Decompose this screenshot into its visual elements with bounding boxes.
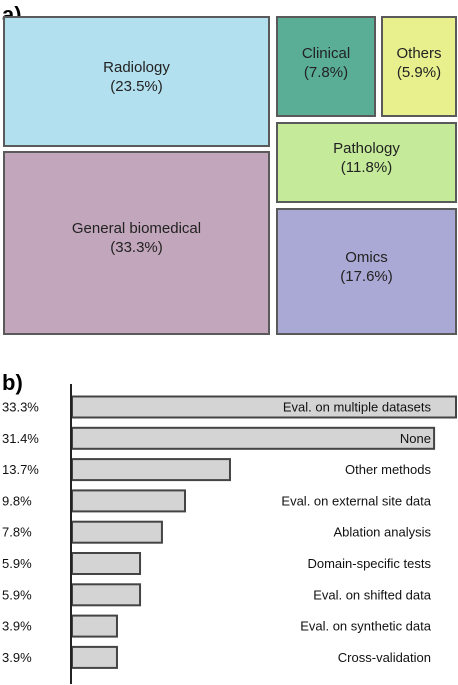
bar-value-label: 5.9% bbox=[2, 556, 32, 571]
treemap: Radiology (23.5%) General biomedical (33.3%… bbox=[3, 16, 457, 335]
bar-category-label: Ablation analysis bbox=[333, 525, 431, 540]
treemap-value-pathology: (11.8%) bbox=[341, 159, 392, 176]
bar-category-label: Cross-validation bbox=[338, 650, 431, 665]
treemap-label-omics: Omics bbox=[345, 249, 388, 266]
treemap-tile-general-biomedical bbox=[3, 151, 270, 335]
bar-value-label: 9.8% bbox=[2, 493, 32, 508]
treemap-label-radiology: Radiology bbox=[103, 59, 170, 76]
treemap-tile-clinical bbox=[276, 16, 376, 117]
bar bbox=[71, 645, 118, 669]
bar bbox=[71, 458, 231, 482]
treemap-value-radiology: (23.5%) bbox=[110, 78, 163, 95]
bar-value-label: 5.9% bbox=[2, 587, 32, 602]
bar bbox=[71, 520, 163, 544]
bar-value-label: 7.8% bbox=[2, 525, 32, 540]
bar-value-label: 33.3% bbox=[2, 400, 39, 415]
treemap-tile-pathology bbox=[276, 122, 457, 203]
bar-category-label: Eval. on shifted data bbox=[313, 587, 432, 602]
bar bbox=[71, 426, 436, 450]
bar-category-label: None bbox=[400, 431, 431, 446]
bar-value-label: 3.9% bbox=[2, 619, 32, 634]
bar bbox=[71, 583, 142, 607]
bar-category-label: Eval. on external site data bbox=[281, 493, 431, 508]
bar-value-label: 3.9% bbox=[2, 650, 32, 665]
treemap-value-clinical: (7.8%) bbox=[304, 64, 348, 81]
treemap-value-omics: (17.6%) bbox=[340, 268, 393, 285]
treemap-label-others: Others bbox=[396, 45, 441, 62]
bar-chart: 33.3% Eval. on multiple datasets 31.4% None… bbox=[2, 395, 457, 669]
treemap-tile-others bbox=[381, 16, 457, 117]
bar bbox=[71, 552, 142, 575]
treemap-value-others: (5.9%) bbox=[397, 64, 441, 81]
treemap-value-general-biomedical: (33.3%) bbox=[110, 239, 163, 256]
bar-category-label: Other methods bbox=[345, 462, 431, 477]
bar bbox=[71, 489, 187, 513]
treemap-tile-omics bbox=[276, 208, 457, 335]
bar-category-label: Eval. on synthetic data bbox=[300, 619, 432, 634]
treemap-label-general-biomedical: General biomedical bbox=[72, 220, 201, 237]
bar bbox=[71, 614, 118, 638]
treemap-label-pathology: Pathology bbox=[333, 140, 400, 157]
treemap-tile-radiology bbox=[3, 16, 270, 147]
bar-category-label: Domain-specific tests bbox=[307, 556, 431, 571]
treemap-label-clinical: Clinical bbox=[302, 45, 350, 62]
bar-value-label: 31.4% bbox=[2, 431, 39, 446]
bar-category-label: Eval. on multiple datasets bbox=[283, 400, 432, 415]
panel-b-label: b) bbox=[2, 370, 23, 395]
bar-value-label: 13.7% bbox=[2, 462, 39, 477]
